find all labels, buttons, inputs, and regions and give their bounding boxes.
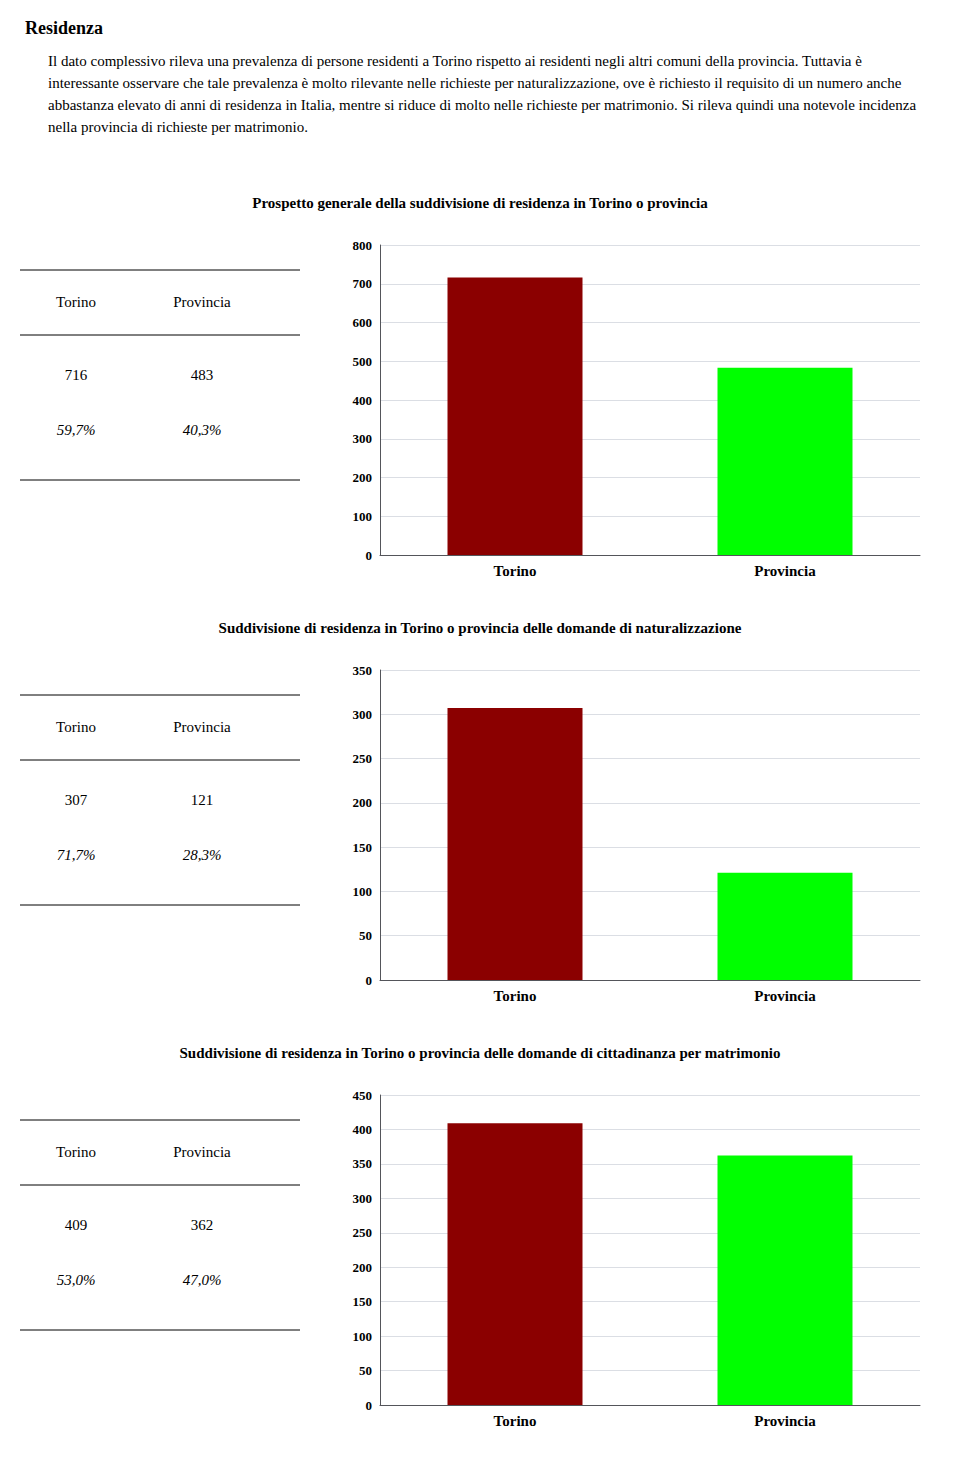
svg-text:200: 200: [353, 795, 373, 810]
svg-text:Provincia: Provincia: [754, 1413, 816, 1429]
svg-text:300: 300: [353, 1191, 373, 1206]
svg-text:Provincia: Provincia: [173, 1144, 231, 1160]
svg-text:100: 100: [353, 884, 373, 899]
svg-text:300: 300: [353, 431, 373, 446]
svg-text:28,3%: 28,3%: [183, 847, 222, 863]
svg-text:53,0%: 53,0%: [57, 1272, 96, 1288]
svg-text:800: 800: [353, 238, 373, 253]
svg-text:abbastanza elevato di anni di: abbastanza elevato di anni di residenza …: [48, 97, 920, 113]
svg-text:0: 0: [366, 973, 373, 988]
svg-text:71,7%: 71,7%: [57, 847, 96, 863]
svg-text:400: 400: [353, 393, 373, 408]
svg-text:150: 150: [353, 1294, 373, 1309]
svg-text:250: 250: [353, 751, 373, 766]
svg-text:150: 150: [353, 840, 373, 855]
svg-text:409: 409: [65, 1217, 88, 1233]
svg-text:Torino: Torino: [494, 988, 537, 1004]
svg-text:40,3%: 40,3%: [183, 422, 222, 438]
svg-text:Torino: Torino: [494, 563, 537, 579]
svg-text:nella provincia di richieste p: nella provincia di richieste per matrimo…: [48, 119, 308, 135]
svg-text:interessante osservare che tal: interessante osservare che tale prevalen…: [48, 75, 905, 91]
svg-text:Residenza: Residenza: [25, 18, 103, 38]
svg-text:Torino: Torino: [56, 294, 96, 310]
svg-text:307: 307: [65, 792, 88, 808]
svg-text:250: 250: [353, 1225, 373, 1240]
svg-text:200: 200: [353, 470, 373, 485]
svg-text:350: 350: [353, 1156, 373, 1171]
svg-text:Il dato complessivo rileva una: Il dato complessivo rileva una prevalenz…: [48, 53, 866, 69]
svg-text:Suddivisione di residenza in T: Suddivisione di residenza in Torino o pr…: [219, 620, 742, 636]
svg-text:600: 600: [353, 315, 373, 330]
svg-text:483: 483: [191, 367, 214, 383]
svg-text:0: 0: [366, 1398, 373, 1413]
svg-text:100: 100: [353, 1329, 373, 1344]
svg-text:Torino: Torino: [494, 1413, 537, 1429]
svg-text:Torino: Torino: [56, 1144, 96, 1160]
svg-text:Provincia: Provincia: [173, 719, 231, 735]
svg-text:700: 700: [353, 276, 373, 291]
svg-text:Provincia: Provincia: [754, 563, 816, 579]
svg-text:50: 50: [359, 1363, 372, 1378]
svg-text:Provincia: Provincia: [754, 988, 816, 1004]
svg-text:121: 121: [191, 792, 214, 808]
svg-text:Prospetto generale della suddi: Prospetto generale della suddivisione di…: [252, 195, 708, 211]
svg-text:Suddivisione di residenza in T: Suddivisione di residenza in Torino o pr…: [180, 1045, 781, 1061]
svg-text:400: 400: [353, 1122, 373, 1137]
svg-text:500: 500: [353, 354, 373, 369]
svg-text:59,7%: 59,7%: [57, 422, 96, 438]
svg-text:100: 100: [353, 509, 373, 524]
svg-text:450: 450: [353, 1088, 373, 1103]
svg-text:Provincia: Provincia: [173, 294, 231, 310]
svg-text:300: 300: [353, 707, 373, 722]
svg-text:50: 50: [359, 928, 372, 943]
svg-text:0: 0: [366, 548, 373, 563]
svg-text:200: 200: [353, 1260, 373, 1275]
svg-text:Torino: Torino: [56, 719, 96, 735]
svg-text:362: 362: [191, 1217, 214, 1233]
svg-text:716: 716: [65, 367, 88, 383]
svg-text:350: 350: [353, 663, 373, 678]
svg-text:47,0%: 47,0%: [183, 1272, 222, 1288]
